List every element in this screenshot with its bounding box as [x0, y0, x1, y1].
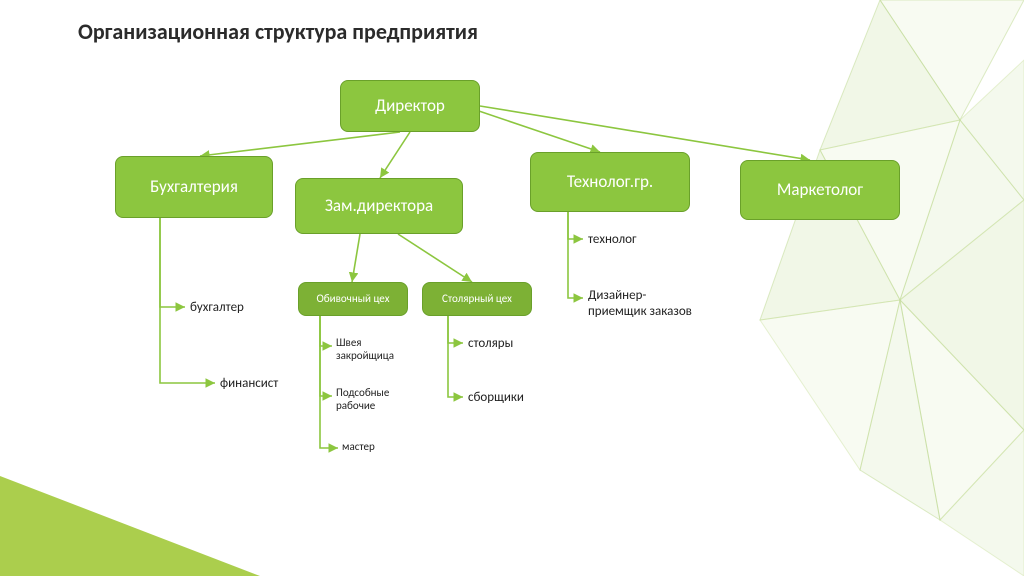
label-assemblers: сборщики	[468, 390, 524, 406]
label-technologist: технолог	[588, 232, 637, 248]
node-marketer: Маркетолог	[740, 160, 900, 220]
slide-stage: Организационная структура предприятия Ди…	[0, 0, 1024, 576]
node-deputy: Зам.директора	[295, 178, 463, 234]
node-label-accounting: Бухгалтерия	[150, 177, 238, 197]
node-label-deputy: Зам.директора	[325, 196, 433, 216]
node-label-techgroup: Технолог.гр.	[567, 172, 653, 192]
label-seamstress: Швея закройщица	[336, 336, 394, 362]
label-accountant: бухгалтер	[190, 300, 244, 316]
node-techgroup: Технолог.гр.	[530, 152, 690, 212]
node-label-carpentry: Столярный цех	[442, 293, 512, 306]
node-label-director: Директор	[375, 96, 445, 116]
node-director: Директор	[340, 80, 480, 132]
label-designer: Дизайнер- приемщик заказов	[588, 288, 692, 319]
label-master: мастер	[342, 440, 375, 453]
label-carpenters: столяры	[468, 336, 513, 352]
label-auxworkers: Подсобные рабочие	[336, 386, 389, 412]
node-label-upholstery: Обивочный цех	[317, 293, 390, 306]
slide-title: Организационная структура предприятия	[78, 18, 478, 45]
label-financier: финансист	[220, 376, 278, 392]
node-carpentry: Столярный цех	[422, 282, 532, 316]
node-upholstery: Обивочный цех	[298, 282, 408, 316]
node-label-marketer: Маркетолог	[777, 180, 863, 200]
node-accounting: Бухгалтерия	[115, 156, 273, 218]
